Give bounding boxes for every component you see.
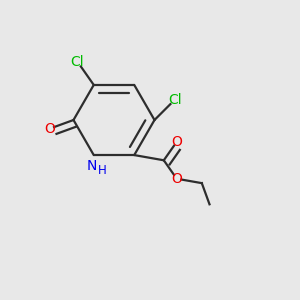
Text: N: N: [87, 160, 98, 173]
Text: H: H: [98, 164, 106, 178]
Text: Cl: Cl: [168, 93, 182, 107]
Text: O: O: [44, 122, 55, 136]
Text: O: O: [171, 172, 182, 186]
Text: O: O: [171, 135, 182, 149]
Text: Cl: Cl: [70, 55, 84, 69]
